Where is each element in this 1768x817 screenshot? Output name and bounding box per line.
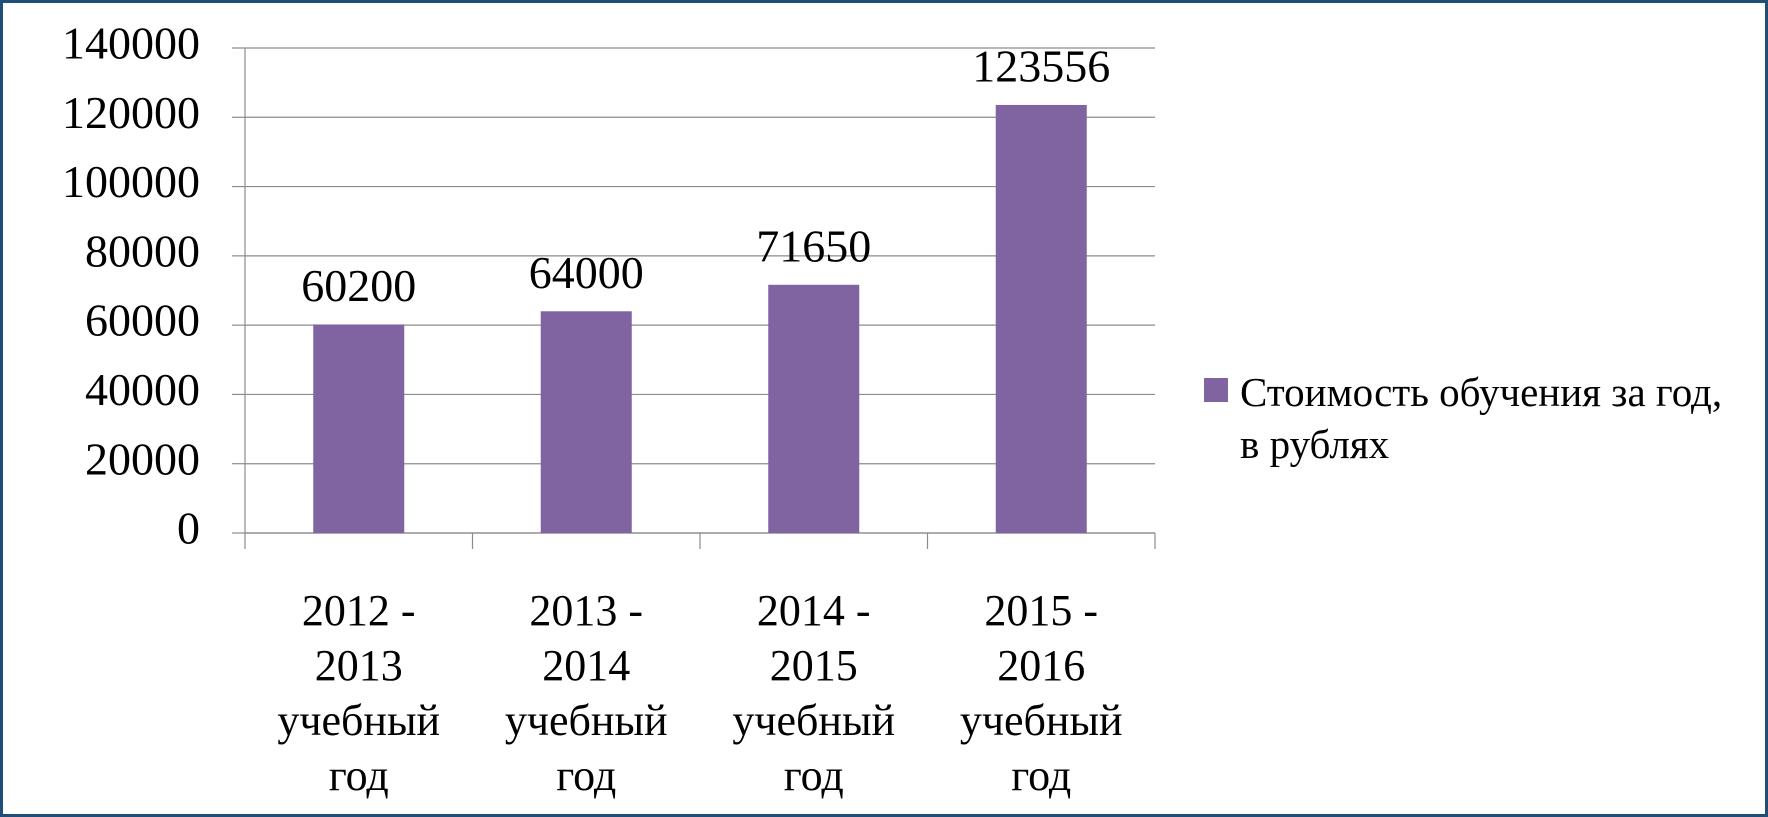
data-label: 64000 bbox=[529, 247, 644, 298]
bar bbox=[540, 311, 632, 533]
legend-swatch bbox=[1204, 378, 1228, 402]
y-tick-label: 140000 bbox=[62, 18, 200, 69]
data-label: 123556 bbox=[972, 41, 1110, 92]
legend-label: Стоимость обучения за год, в рублях bbox=[1240, 369, 1723, 467]
y-tick-label: 80000 bbox=[85, 225, 200, 276]
y-tick-label: 100000 bbox=[62, 156, 200, 207]
y-tick-label: 0 bbox=[177, 503, 200, 554]
x-tick-label: 2012 - 2013 учебный год bbox=[277, 586, 441, 800]
data-label: 60200 bbox=[301, 260, 416, 311]
y-tick-label: 40000 bbox=[85, 364, 200, 415]
x-tick-label: 2015 - 2016 учебный год bbox=[959, 586, 1123, 800]
bar bbox=[768, 284, 860, 533]
y-tick-label: 120000 bbox=[62, 87, 200, 138]
x-tick-label: 2014 - 2015 учебный год bbox=[732, 586, 896, 800]
x-tick-label: 2013 - 2014 учебный год bbox=[504, 586, 668, 800]
data-label: 71650 bbox=[756, 220, 871, 271]
bar bbox=[995, 104, 1087, 534]
y-tick-label: 60000 bbox=[85, 295, 200, 346]
y-tick-label: 20000 bbox=[85, 433, 200, 484]
bar bbox=[313, 324, 405, 533]
